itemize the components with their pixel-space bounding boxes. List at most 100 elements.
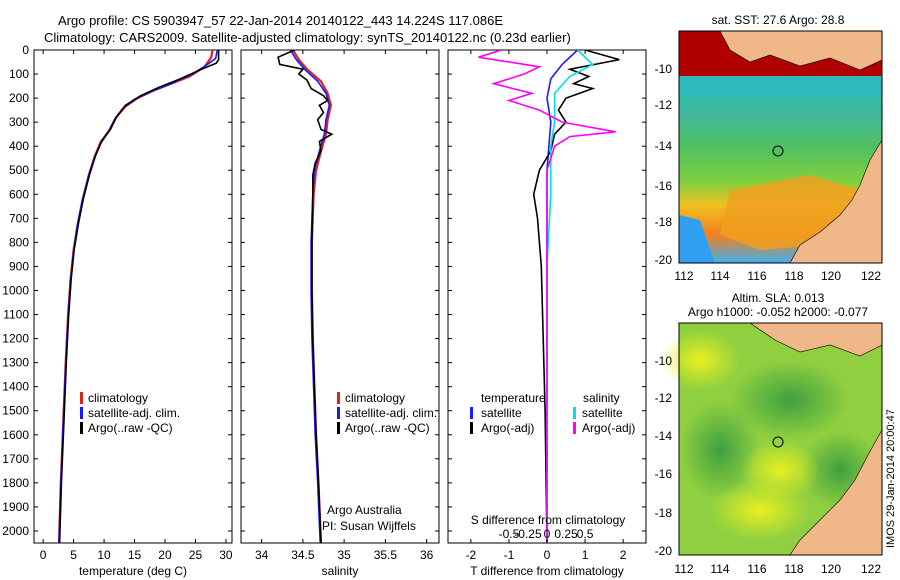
sla-lat-tick: -20 xyxy=(655,544,673,558)
legend-label: satellite xyxy=(582,406,623,420)
depth-tick-label: 1200 xyxy=(2,332,29,346)
sst-lat-tick: -10 xyxy=(655,62,673,76)
legend-swatch-argo xyxy=(80,422,83,434)
s-diff-tick-label: -0.25 xyxy=(514,527,542,541)
x-tick-label: 0 xyxy=(544,548,551,562)
legend-swatch-climatology xyxy=(337,392,340,404)
sla-lon-tick: 112 xyxy=(674,562,693,576)
annotation-pi: PI: Susan Wijffels xyxy=(322,519,416,533)
x-tick-label: 10 xyxy=(97,548,111,562)
depth-tick-label: 1400 xyxy=(2,380,29,394)
legend-swatch-argo xyxy=(337,422,340,434)
sst-map xyxy=(678,30,883,264)
sla-lat-tick: -12 xyxy=(655,391,673,405)
depth-tick-label: 900 xyxy=(9,259,29,273)
depth-tick-label: 1100 xyxy=(3,308,29,322)
sla-high-blob xyxy=(710,480,810,540)
legend-heading-salinity: salinity xyxy=(583,391,620,405)
sla-lon-tick: 114 xyxy=(710,562,729,576)
sla-lat-tick: -16 xyxy=(655,467,673,481)
x-tick-label: -1 xyxy=(504,548,515,562)
sst-lat-tick: -14 xyxy=(655,139,673,153)
x-tick-label: 0 xyxy=(40,548,47,562)
depth-tick-label: 200 xyxy=(9,91,29,105)
header-line2: Climatology: CARS2009. Satellite-adjuste… xyxy=(44,30,571,45)
depth-tick-label: 1600 xyxy=(2,428,29,442)
x-tick-label: 34 xyxy=(255,548,269,562)
s-diff-tick-label: -0.5 xyxy=(499,527,520,541)
sla-lon-tick: 122 xyxy=(861,562,881,576)
legend-swatch-t-argo xyxy=(470,422,473,434)
depth-tick-label: 1800 xyxy=(2,476,29,490)
sst-map-frame xyxy=(678,30,883,264)
sst-lon-ticks: 112 114 116 118 120 122 xyxy=(674,269,881,283)
series-line-s-argo-adj- xyxy=(478,50,616,543)
legend-label: climatology xyxy=(345,391,405,405)
sst-lon-tick: 116 xyxy=(747,269,766,283)
legend-swatch-t-satellite xyxy=(470,407,473,419)
depth-tick-label: 1900 xyxy=(2,500,29,514)
legend-swatch-satellite xyxy=(337,407,340,419)
series-line-argo-raw-qc- xyxy=(277,50,334,543)
sla-lon-ticks: 112 114 116 118 120 122 xyxy=(674,562,881,576)
legend-label: satellite-adj. clim. xyxy=(345,406,437,420)
series-line-climatology xyxy=(57,50,214,543)
x-tick-label: 35 xyxy=(337,548,351,562)
sst-lat-tick: -18 xyxy=(655,215,673,229)
salinity-xlabel: salinity xyxy=(322,564,359,578)
sla-map-title1: Altim. SLA: 0.013 xyxy=(732,291,825,305)
sst-lon-tick: 114 xyxy=(710,269,729,283)
temperature-legend: climatology satellite-adj. clim. Argo(..… xyxy=(80,391,180,435)
sst-cyan-band xyxy=(679,76,882,96)
sla-lat-ticks: -10 -12 -14 -16 -18 -20 xyxy=(655,354,673,558)
sst-map-title: sat. SST: 27.6 Argo: 28.8 xyxy=(712,13,845,27)
x-tick-label: 5 xyxy=(70,548,77,562)
depth-tick-label: 1000 xyxy=(2,283,29,297)
difference-series xyxy=(478,50,620,543)
sla-low-blob xyxy=(680,400,760,500)
x-tick-label: 25 xyxy=(189,548,203,562)
x-tick-label: 30 xyxy=(219,548,233,562)
timestamp-stamp: IMOS 29-Jan-2014 20:00:47 xyxy=(885,409,897,548)
legend-swatch-satellite xyxy=(80,407,83,419)
series-line-satellite-adj-clim- xyxy=(289,50,331,543)
sst-argo-location xyxy=(772,145,784,157)
legend-swatch-s-argo xyxy=(573,422,576,434)
legend-swatch-s-satellite xyxy=(573,407,576,419)
legend-label: satellite-adj. clim. xyxy=(88,406,180,420)
s-diff-tick-label: 0.5 xyxy=(577,527,594,541)
sla-lon-tick: 116 xyxy=(747,562,766,576)
s-diff-tick-label: 0.25 xyxy=(554,527,578,541)
legend-label: Argo(-adj) xyxy=(582,421,635,435)
temperature-series xyxy=(57,50,220,543)
sla-map-title2: Argo h1000: -0.052 h2000: -0.077 xyxy=(688,305,868,319)
sst-lat-tick: -12 xyxy=(655,98,673,112)
s-diff-xlabel: S difference from climatology xyxy=(471,513,626,527)
temperature-xlabel: temperature (deg C) xyxy=(79,564,187,578)
depth-tick-label: 600 xyxy=(9,187,29,201)
x-tick-label: -2 xyxy=(466,548,477,562)
depth-tick-label: 1500 xyxy=(2,404,29,418)
sst-lon-tick: 118 xyxy=(784,269,803,283)
x-tick-label: 2 xyxy=(620,548,627,562)
series-line-argo-raw-qc- xyxy=(58,50,220,543)
x-tick-label: 35.5 xyxy=(374,548,398,562)
legend-heading-temperature: temperature xyxy=(481,391,546,405)
temperature-panel xyxy=(33,49,233,544)
x-axis-ticks: 0 5 10 15 20 25 30 34 34.5 35 35.5 36 -2 -1 0 1 2 -0.5-0.… xyxy=(40,50,627,562)
annotation-institution: Argo Australia xyxy=(327,503,402,517)
sla-map-frame xyxy=(678,322,883,556)
x-tick-label: 15 xyxy=(128,548,142,562)
depth-tick-label: 300 xyxy=(9,115,29,129)
salinity-series xyxy=(277,50,334,543)
depth-axis: 0 100 200 300 400 500 600 700 800 900 1000 1100 1200… xyxy=(2,43,646,538)
salinity-panel xyxy=(240,49,440,544)
header-line1: Argo profile: CS 5903947_57 22-Jan-2014 … xyxy=(58,13,503,28)
sst-lat-tick: -20 xyxy=(655,253,673,267)
legend-label: satellite xyxy=(481,406,522,420)
depth-tick-label: 700 xyxy=(9,211,29,225)
x-tick-label: 36 xyxy=(420,548,434,562)
depth-tick-label: 0 xyxy=(22,43,29,57)
sla-lat-tick: -10 xyxy=(655,354,673,368)
